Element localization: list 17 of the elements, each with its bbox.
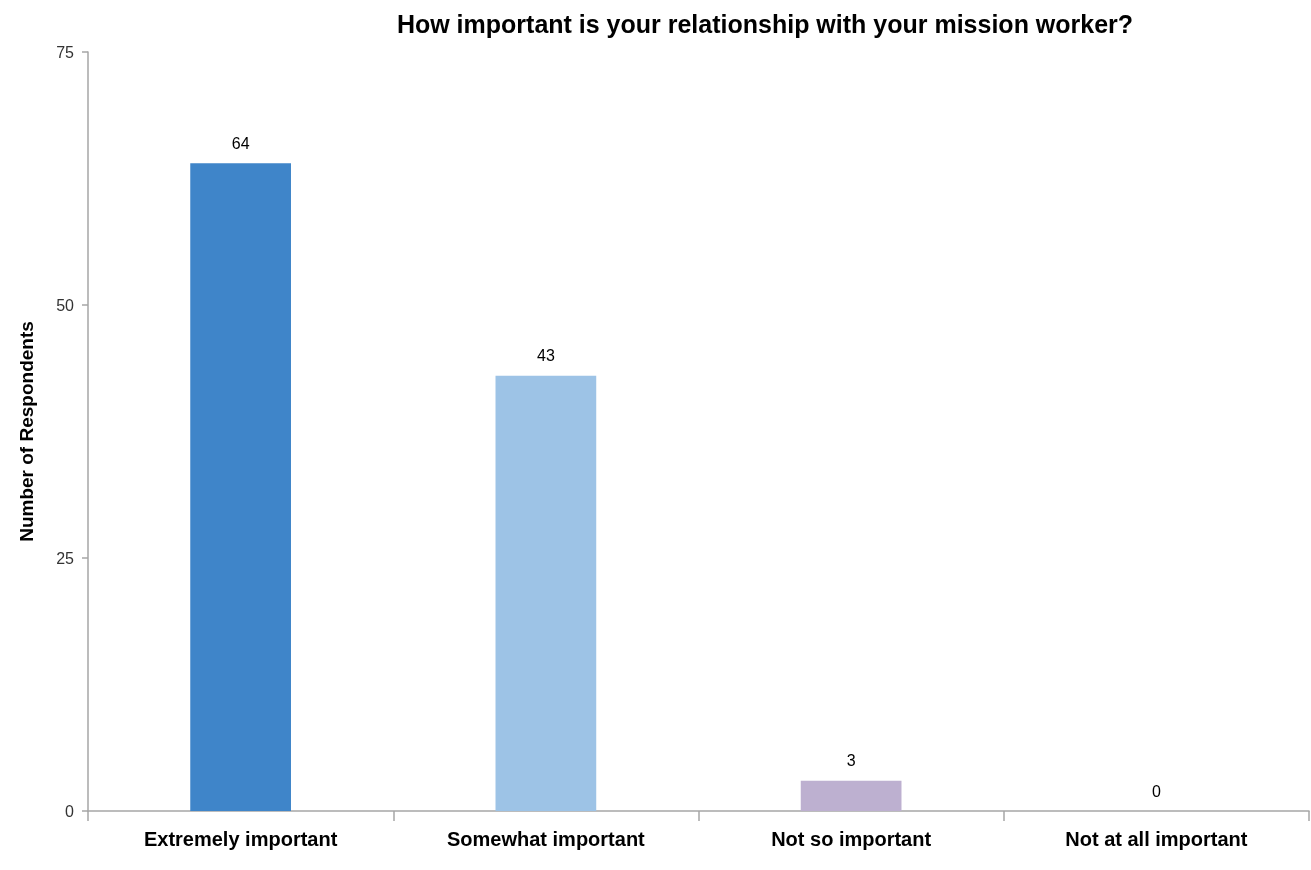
y-tick-label: 75 xyxy=(56,43,75,61)
bar xyxy=(190,163,291,811)
x-tick-label: Extremely important xyxy=(143,828,338,850)
x-tick-label: Somewhat important xyxy=(446,828,646,850)
y-tick-label: 0 xyxy=(65,802,75,820)
y-tick-label: 50 xyxy=(56,296,75,314)
data-label: 0 xyxy=(1151,782,1161,800)
chart-title: How important is your relationship with your mission worker? xyxy=(396,9,1134,38)
data-label: 64 xyxy=(231,134,250,152)
y-axis-title: Number of Respondents xyxy=(16,321,37,542)
bar xyxy=(495,375,597,811)
y-tick-label: 25 xyxy=(56,549,75,567)
x-tick-label: Not so important xyxy=(771,828,932,850)
x-tick-label: Not at all important xyxy=(1065,828,1248,850)
data-label: 3 xyxy=(846,752,856,770)
bar xyxy=(800,780,902,811)
data-label: 43 xyxy=(536,347,555,365)
